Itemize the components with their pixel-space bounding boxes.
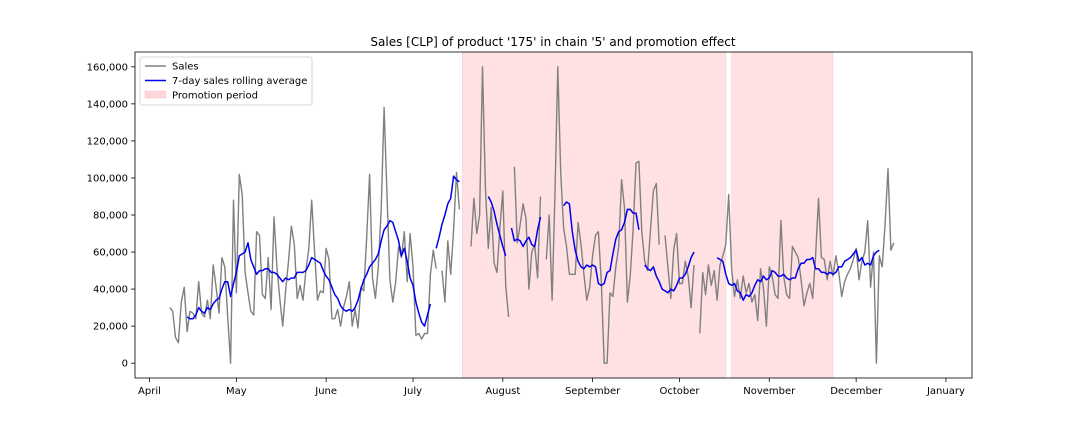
x-tick-label: June bbox=[314, 386, 337, 397]
series-layer bbox=[169, 66, 895, 364]
y-tick-label: 100,000 bbox=[87, 173, 128, 184]
x-tick-label: December bbox=[830, 386, 883, 397]
x-tick-label: November bbox=[743, 386, 796, 397]
y-tick-label: 140,000 bbox=[87, 99, 128, 110]
y-tick-label: 120,000 bbox=[87, 136, 128, 147]
legend-promo-swatch bbox=[144, 90, 167, 99]
x-axis: April May June July August September October No… bbox=[138, 378, 965, 397]
chart-title: Sales [CLP] of product '175' in chain '5… bbox=[370, 35, 735, 49]
promotion-shading-layer bbox=[461, 51, 834, 379]
axes-frame bbox=[134, 51, 973, 379]
legend-box bbox=[139, 56, 313, 106]
y-tick-label: 160,000 bbox=[87, 62, 128, 73]
x-tick-label: April bbox=[138, 386, 161, 397]
x-tick-label: May bbox=[226, 386, 247, 397]
sales-line bbox=[169, 66, 895, 364]
x-tick-label: August bbox=[485, 386, 520, 397]
legend-rolling-label: 7-day sales rolling average bbox=[172, 76, 307, 87]
y-axis: 0 20,000 40,000 60,000 80,000 100,000 120,000 1… bbox=[87, 62, 135, 370]
y-tick-label: 80,000 bbox=[93, 211, 128, 222]
x-tick-label: January bbox=[926, 386, 965, 397]
legend-promo-label: Promotion period bbox=[172, 91, 258, 102]
rolling-average-line bbox=[186, 175, 880, 327]
legend-sales-label: Sales bbox=[172, 62, 199, 73]
promotion-period-1 bbox=[461, 51, 727, 379]
y-tick-label: 60,000 bbox=[93, 248, 128, 259]
y-tick-label: 20,000 bbox=[93, 322, 128, 333]
x-tick-label: September bbox=[565, 386, 621, 397]
y-tick-label: 0 bbox=[122, 359, 128, 370]
x-tick-label: October bbox=[659, 386, 700, 397]
x-tick-label: July bbox=[403, 386, 422, 397]
promotion-period-2 bbox=[731, 51, 834, 379]
y-tick-label: 40,000 bbox=[93, 285, 128, 296]
legend: Sales 7-day sales rolling average Promot… bbox=[139, 56, 313, 106]
